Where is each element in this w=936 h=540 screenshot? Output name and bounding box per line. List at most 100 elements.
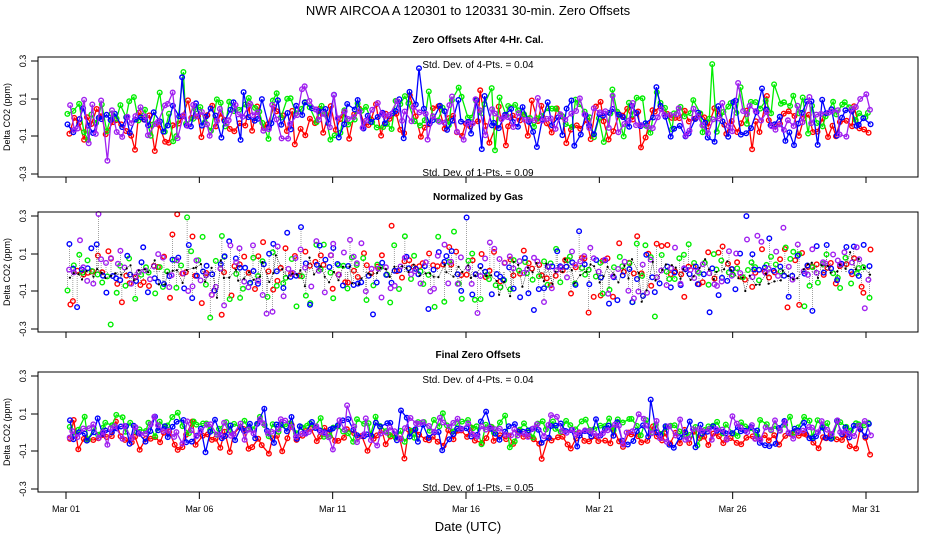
data-point-black bbox=[474, 274, 477, 277]
data-point-blue bbox=[124, 252, 131, 259]
data-point-green bbox=[566, 253, 573, 260]
data-point-red bbox=[249, 444, 256, 451]
data-point-purple bbox=[369, 106, 376, 113]
data-point-blue bbox=[530, 307, 537, 314]
data-point-purple bbox=[124, 113, 131, 120]
data-point-purple bbox=[441, 119, 448, 126]
data-point-red bbox=[218, 311, 225, 318]
data-point-blue bbox=[706, 309, 713, 316]
data-point-blue bbox=[517, 294, 524, 301]
data-point-black bbox=[796, 277, 799, 280]
data-point-green bbox=[676, 255, 683, 262]
data-point-purple bbox=[846, 430, 853, 437]
data-point-purple bbox=[851, 433, 858, 440]
data-point-blue bbox=[577, 131, 584, 138]
data-point-red bbox=[630, 270, 637, 277]
data-point-blue bbox=[374, 113, 381, 120]
data-point-purple bbox=[857, 95, 864, 102]
data-point-red bbox=[313, 438, 320, 445]
data-point-blue bbox=[74, 304, 81, 311]
data-point-green bbox=[293, 303, 300, 310]
data-point-purple bbox=[216, 105, 223, 112]
data-point-purple bbox=[81, 96, 88, 103]
data-point-black bbox=[531, 271, 534, 274]
data-point-blue bbox=[160, 128, 167, 135]
data-point-red bbox=[585, 309, 592, 316]
data-point-green bbox=[188, 248, 195, 255]
data-point-purple bbox=[301, 83, 308, 90]
data-point-green bbox=[806, 417, 813, 424]
data-point-blue bbox=[436, 102, 443, 109]
data-point-purple bbox=[114, 260, 121, 267]
data-point-purple bbox=[533, 421, 540, 428]
data-point-purple bbox=[159, 254, 166, 261]
data-point-blue bbox=[855, 272, 862, 279]
data-point-green bbox=[425, 271, 432, 278]
data-point-purple bbox=[569, 248, 576, 255]
data-point-red bbox=[136, 446, 143, 453]
data-point-blue bbox=[813, 243, 820, 250]
data-point-black bbox=[96, 268, 99, 271]
data-point-blue bbox=[791, 142, 798, 149]
data-point-purple bbox=[853, 244, 860, 251]
data-point-blue bbox=[574, 443, 581, 450]
data-point-green bbox=[633, 240, 640, 247]
data-point-blue bbox=[313, 261, 320, 268]
data-point-purple bbox=[729, 413, 736, 420]
data-point-red bbox=[184, 97, 191, 104]
panel-top-plot bbox=[64, 61, 874, 164]
data-point-green bbox=[471, 296, 478, 303]
data-point-blue bbox=[293, 272, 300, 279]
data-point-red bbox=[827, 260, 834, 267]
data-point-red bbox=[478, 250, 485, 257]
data-point-purple bbox=[282, 417, 289, 424]
data-point-blue bbox=[155, 278, 162, 285]
data-point-blue bbox=[510, 285, 517, 292]
data-point-blue bbox=[586, 281, 593, 288]
data-point-red bbox=[776, 441, 783, 448]
data-point-purple bbox=[501, 260, 508, 267]
data-point-green bbox=[107, 321, 114, 328]
data-point-blue bbox=[855, 121, 862, 128]
data-point-blue bbox=[653, 84, 660, 91]
data-point-purple bbox=[478, 423, 485, 430]
data-point-black bbox=[157, 283, 160, 286]
data-point-purple bbox=[446, 423, 453, 430]
data-point-blue bbox=[398, 407, 405, 414]
data-point-black bbox=[554, 270, 557, 273]
data-point-red bbox=[861, 126, 868, 133]
data-point-blue bbox=[212, 112, 219, 119]
data-point-purple bbox=[605, 290, 612, 297]
data-point-green bbox=[180, 68, 187, 75]
data-point-black bbox=[754, 283, 758, 286]
data-point-purple bbox=[804, 271, 811, 278]
data-point-purple bbox=[648, 430, 655, 437]
data-point-blue bbox=[860, 241, 867, 248]
data-point-green bbox=[699, 129, 706, 136]
data-point-blue bbox=[519, 104, 526, 111]
data-point-black bbox=[563, 258, 567, 261]
data-point-green bbox=[512, 101, 519, 108]
data-point-purple bbox=[573, 107, 580, 114]
panel-middle-ylabel: Delta CO2 (ppm) bbox=[2, 238, 12, 306]
data-point-green bbox=[651, 313, 658, 320]
data-point-red bbox=[547, 282, 554, 289]
data-point-purple bbox=[287, 120, 294, 127]
data-point-blue bbox=[719, 118, 726, 125]
data-point-blue bbox=[756, 266, 763, 273]
data-point-purple bbox=[469, 431, 476, 438]
data-point-black bbox=[726, 260, 729, 263]
data-point-red bbox=[586, 438, 593, 445]
data-point-green bbox=[809, 264, 816, 271]
data-point-blue bbox=[545, 434, 552, 441]
data-point-blue bbox=[254, 280, 261, 287]
data-point-purple bbox=[164, 100, 171, 107]
data-point-purple bbox=[504, 114, 511, 121]
data-point-blue bbox=[619, 272, 626, 279]
data-point-black bbox=[443, 264, 446, 267]
data-point-purple bbox=[728, 272, 735, 279]
data-point-purple bbox=[260, 127, 267, 134]
data-point-blue bbox=[211, 416, 218, 423]
data-point-black bbox=[287, 276, 290, 280]
data-point-purple bbox=[274, 243, 281, 250]
